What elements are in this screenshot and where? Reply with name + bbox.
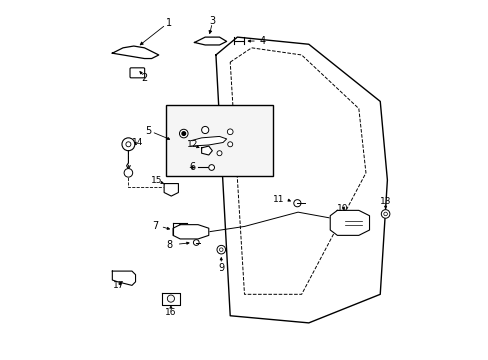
Polygon shape xyxy=(162,293,180,305)
Polygon shape xyxy=(329,210,369,235)
Circle shape xyxy=(217,151,222,156)
FancyBboxPatch shape xyxy=(130,68,144,78)
Text: 1: 1 xyxy=(166,18,172,28)
Polygon shape xyxy=(112,46,159,59)
Text: 11: 11 xyxy=(272,195,284,204)
Circle shape xyxy=(227,129,233,135)
Text: 12: 12 xyxy=(186,140,198,149)
Text: 8: 8 xyxy=(166,240,172,250)
Circle shape xyxy=(383,212,386,216)
Text: 13: 13 xyxy=(379,197,390,206)
Circle shape xyxy=(182,132,185,135)
Circle shape xyxy=(227,142,232,147)
Text: 6: 6 xyxy=(189,162,195,172)
Text: 9: 9 xyxy=(218,262,224,273)
Polygon shape xyxy=(164,184,178,196)
Text: 5: 5 xyxy=(144,126,151,136)
Text: 10: 10 xyxy=(336,204,348,213)
Polygon shape xyxy=(173,225,208,239)
Circle shape xyxy=(208,165,214,170)
Polygon shape xyxy=(201,146,212,155)
Bar xyxy=(165,105,272,176)
Polygon shape xyxy=(194,37,226,45)
Text: 15: 15 xyxy=(151,176,163,185)
Circle shape xyxy=(293,200,300,207)
Circle shape xyxy=(201,126,208,134)
Circle shape xyxy=(219,248,223,251)
Circle shape xyxy=(381,210,389,218)
Text: 3: 3 xyxy=(209,16,215,26)
Circle shape xyxy=(167,295,174,302)
Text: 14: 14 xyxy=(131,138,142,147)
Circle shape xyxy=(217,246,225,254)
Text: 2: 2 xyxy=(141,73,147,83)
Circle shape xyxy=(124,168,132,177)
Text: 4: 4 xyxy=(259,36,265,46)
Text: 7: 7 xyxy=(152,221,158,231)
Circle shape xyxy=(179,129,188,138)
Circle shape xyxy=(125,142,131,147)
Text: 17: 17 xyxy=(113,281,124,290)
Circle shape xyxy=(122,138,135,151)
Polygon shape xyxy=(190,136,226,146)
Text: 16: 16 xyxy=(165,308,176,317)
Polygon shape xyxy=(112,271,135,285)
Circle shape xyxy=(193,240,199,246)
